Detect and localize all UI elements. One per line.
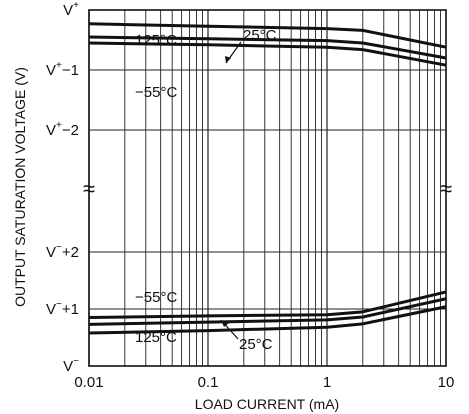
left-axis-break: ≈ xyxy=(83,176,95,201)
series-line-6 xyxy=(88,305,447,335)
x-tick-label: 1 xyxy=(323,374,331,391)
y-tick-label: V+−1 xyxy=(46,60,79,79)
axis-labels: 0.01 0.1 1 10 V+ V+−1 V+−2 V−+2 V−+1 V− xyxy=(46,0,454,391)
upper-25c-arrowhead xyxy=(225,56,231,63)
series-lines xyxy=(88,22,447,335)
y-tick-label: V+ xyxy=(63,0,79,19)
series-line-3 xyxy=(88,41,447,67)
y-tick-label: V+−2 xyxy=(46,120,79,139)
series-line-5 xyxy=(88,297,447,326)
series-line-1 xyxy=(88,22,447,49)
lower-25c-arrowhead xyxy=(221,320,229,327)
x-tick-label: 10 xyxy=(438,374,455,391)
upper-25c-label: 25°C xyxy=(243,27,277,44)
x-tick-label: 0.1 xyxy=(198,374,219,391)
y-tick-label: V−+1 xyxy=(46,299,79,318)
y-tick-label: V− xyxy=(63,356,79,375)
x-axis-title: LOAD CURRENT (mA) xyxy=(195,396,339,412)
lower-25c-label: 25°C xyxy=(239,336,273,353)
series-line-2 xyxy=(88,35,447,60)
right-axis-break: ≈ xyxy=(440,176,452,201)
grid-lines xyxy=(88,10,446,366)
upper-125c-label: 125°C xyxy=(135,32,177,49)
plot-frame xyxy=(88,9,447,367)
y-tick-label: V−+2 xyxy=(46,242,79,261)
lower-minus55c-label: −55°C xyxy=(135,289,177,306)
series-line-4 xyxy=(88,290,447,320)
upper-minus55c-label: −55°C xyxy=(135,84,177,101)
curve-labels: 125°C 25°C −55°C −55°C 25°C 125°C xyxy=(135,27,277,353)
x-tick-label: 0.01 xyxy=(74,374,103,391)
y-axis-title: OUTPUT SATURATION VOLTAGE (V) xyxy=(12,67,28,307)
lower-125c-label: 125°C xyxy=(135,329,177,346)
